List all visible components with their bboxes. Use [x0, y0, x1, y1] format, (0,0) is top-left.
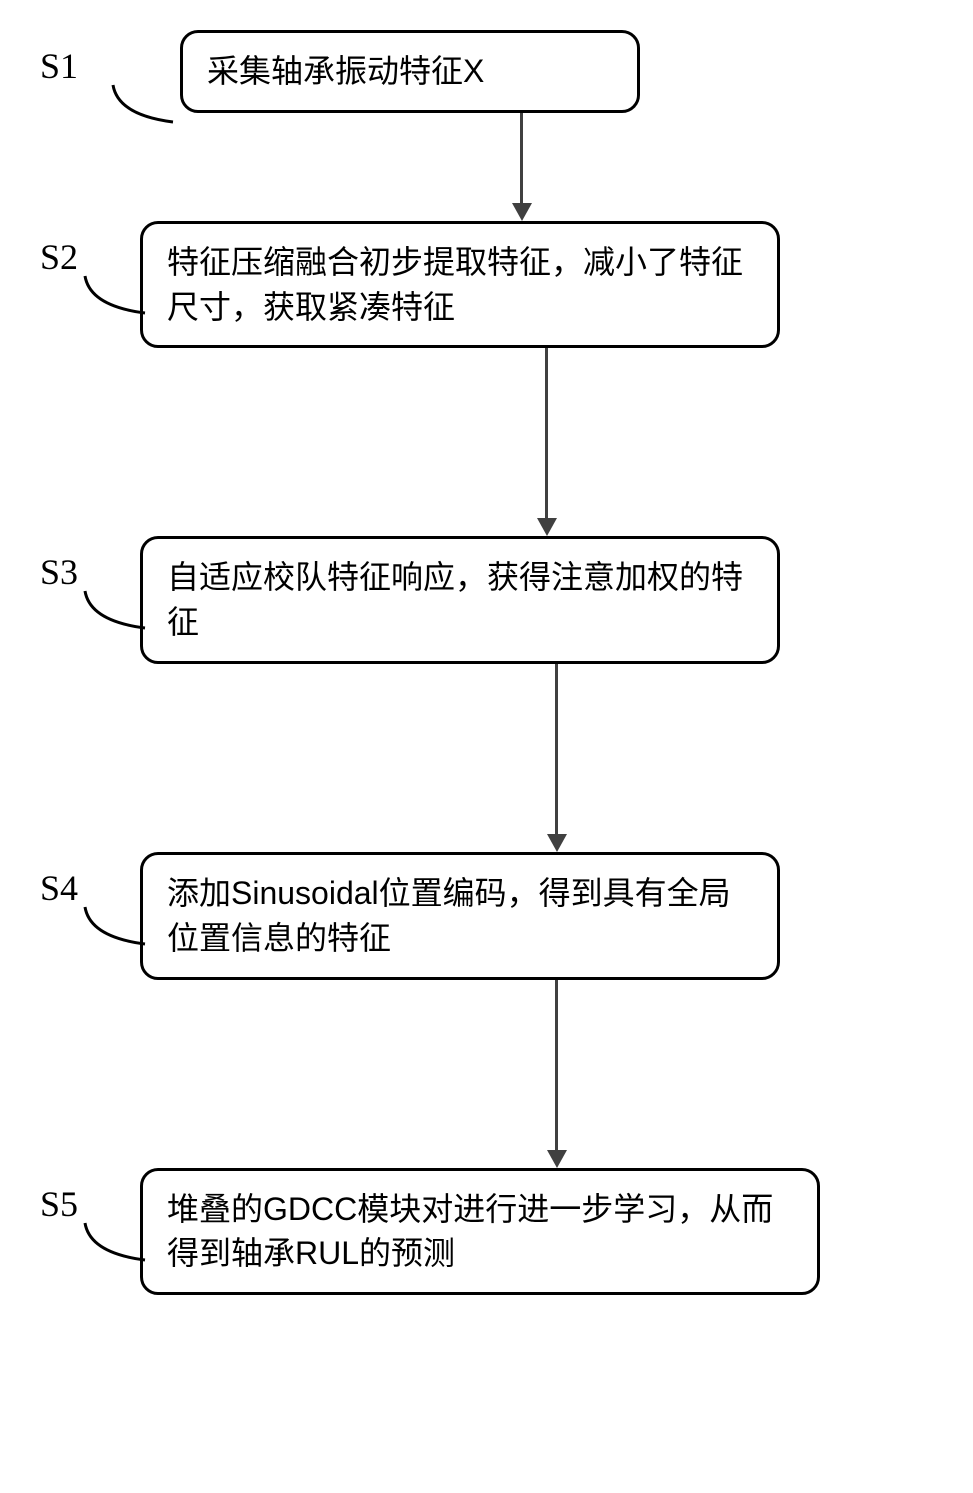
step-label-s5: S5 — [40, 1183, 78, 1225]
arrow-head-icon — [547, 834, 567, 852]
step-wrapper-5: S5 堆叠的GDCC模块对进行进一步学习，从而得到轴承RUL的预测 — [100, 1168, 943, 1296]
step-box-s3: 自适应校队特征响应，获得注意加权的特征 — [140, 536, 780, 664]
step-connector-s3 — [80, 586, 150, 636]
arrow-2 — [537, 348, 557, 536]
step-label-s2: S2 — [40, 236, 78, 278]
arrow-container-1 — [100, 113, 943, 221]
step-label-s3: S3 — [40, 551, 78, 593]
arrow-container-2 — [100, 348, 943, 536]
step-box-s5: 堆叠的GDCC模块对进行进一步学习，从而得到轴承RUL的预测 — [140, 1168, 820, 1296]
arrow-3 — [547, 664, 567, 852]
step-box-s1: 采集轴承振动特征X — [180, 30, 640, 113]
step-label-s1: S1 — [40, 45, 78, 87]
step-connector-s4 — [80, 902, 150, 952]
arrow-head-icon — [547, 1150, 567, 1168]
arrow-line-1 — [520, 113, 523, 203]
step-box-s4: 添加Sinusoidal位置编码，得到具有全局位置信息的特征 — [140, 852, 780, 980]
step-wrapper-4: S4 添加Sinusoidal位置编码，得到具有全局位置信息的特征 — [100, 852, 943, 980]
arrow-line-3 — [555, 664, 558, 834]
arrow-container-3 — [100, 664, 943, 852]
step-connector-s5 — [80, 1218, 150, 1268]
arrow-line-4 — [555, 980, 558, 1150]
arrow-line-2 — [545, 348, 548, 518]
flowchart-container: S1 采集轴承振动特征X S2 特征压缩融合初步提取特征，减小了特征尺寸，获取紧… — [100, 30, 943, 1295]
step-connector-s2 — [80, 271, 150, 321]
step-label-s4: S4 — [40, 867, 78, 909]
arrow-head-icon — [537, 518, 557, 536]
step-wrapper-3: S3 自适应校队特征响应，获得注意加权的特征 — [100, 536, 943, 664]
step-connector-s1 — [108, 80, 178, 130]
step-box-s2: 特征压缩融合初步提取特征，减小了特征尺寸，获取紧凑特征 — [140, 221, 780, 349]
arrow-head-icon — [512, 203, 532, 221]
step-wrapper-2: S2 特征压缩融合初步提取特征，减小了特征尺寸，获取紧凑特征 — [100, 221, 943, 349]
arrow-container-4 — [100, 980, 943, 1168]
step-wrapper-1: S1 采集轴承振动特征X — [100, 30, 943, 113]
arrow-4 — [547, 980, 567, 1168]
arrow-1 — [512, 113, 532, 221]
